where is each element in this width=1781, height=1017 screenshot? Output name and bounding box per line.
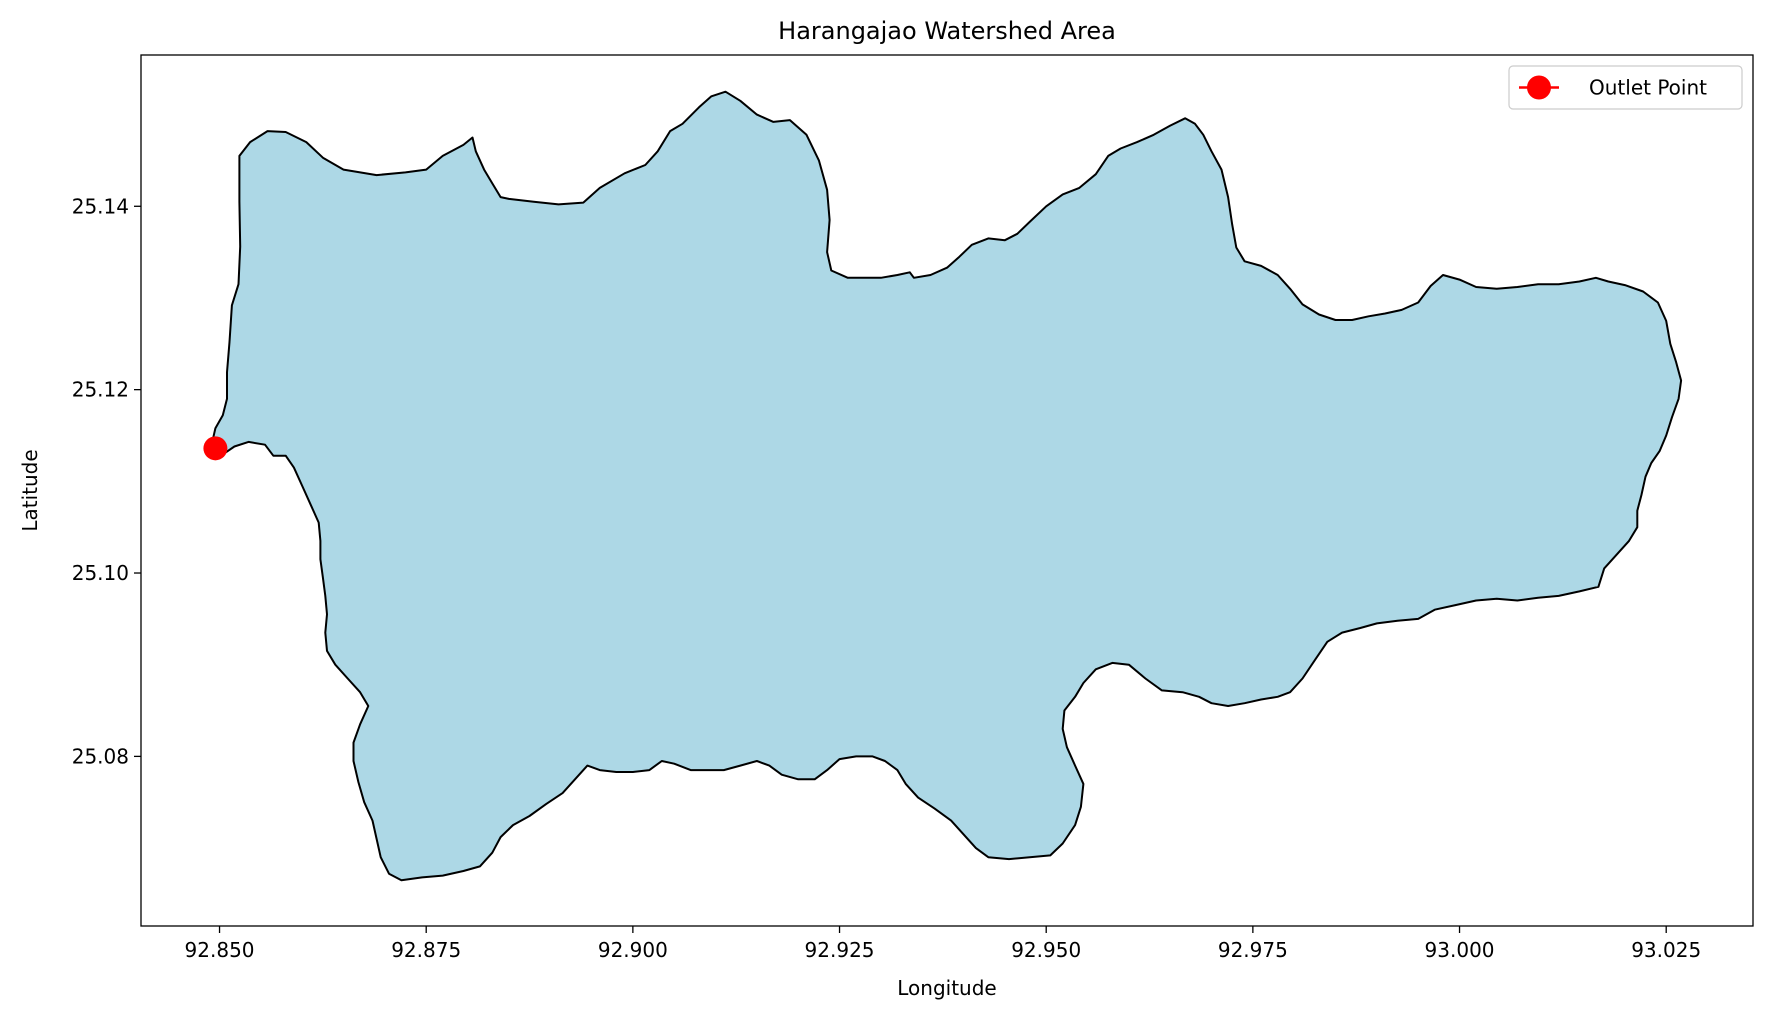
- y-axis-label: Latitude: [18, 449, 42, 531]
- y-tick-label: 25.14: [72, 194, 129, 218]
- x-tick-label: 92.975: [1218, 938, 1288, 962]
- chart-title: Harangajao Watershed Area: [778, 17, 1116, 45]
- x-tick-label: 93.025: [1631, 938, 1701, 962]
- x-tick-label: 93.000: [1425, 938, 1495, 962]
- legend: Outlet Point: [1508, 65, 1743, 110]
- x-axis-ticks: 92.850 92.875 92.900 92.925 92.950 92.975 93.0…: [185, 926, 1701, 962]
- y-tick-label: 25.12: [72, 378, 129, 402]
- x-axis-label: Longitude: [897, 976, 996, 1000]
- plot-area: [203, 90, 1683, 882]
- y-axis-ticks: 25.08 25.10 25.12 25.14: [72, 194, 141, 768]
- outlet-point-marker: [203, 436, 228, 461]
- x-tick-label: 92.900: [598, 938, 668, 962]
- legend-label-outlet-point: Outlet Point: [1589, 76, 1707, 100]
- x-tick-label: 92.925: [805, 938, 875, 962]
- legend-box: [1508, 65, 1743, 110]
- axes-frame: [140, 54, 1754, 927]
- x-tick-label: 92.950: [1011, 938, 1081, 962]
- y-tick-label: 25.08: [72, 744, 129, 768]
- legend-dot-marker: [1527, 75, 1551, 100]
- x-tick-label: 92.875: [391, 938, 461, 962]
- y-tick-label: 25.10: [72, 561, 129, 585]
- x-tick-label: 92.850: [185, 938, 255, 962]
- watershed-polygon: [209, 90, 1683, 882]
